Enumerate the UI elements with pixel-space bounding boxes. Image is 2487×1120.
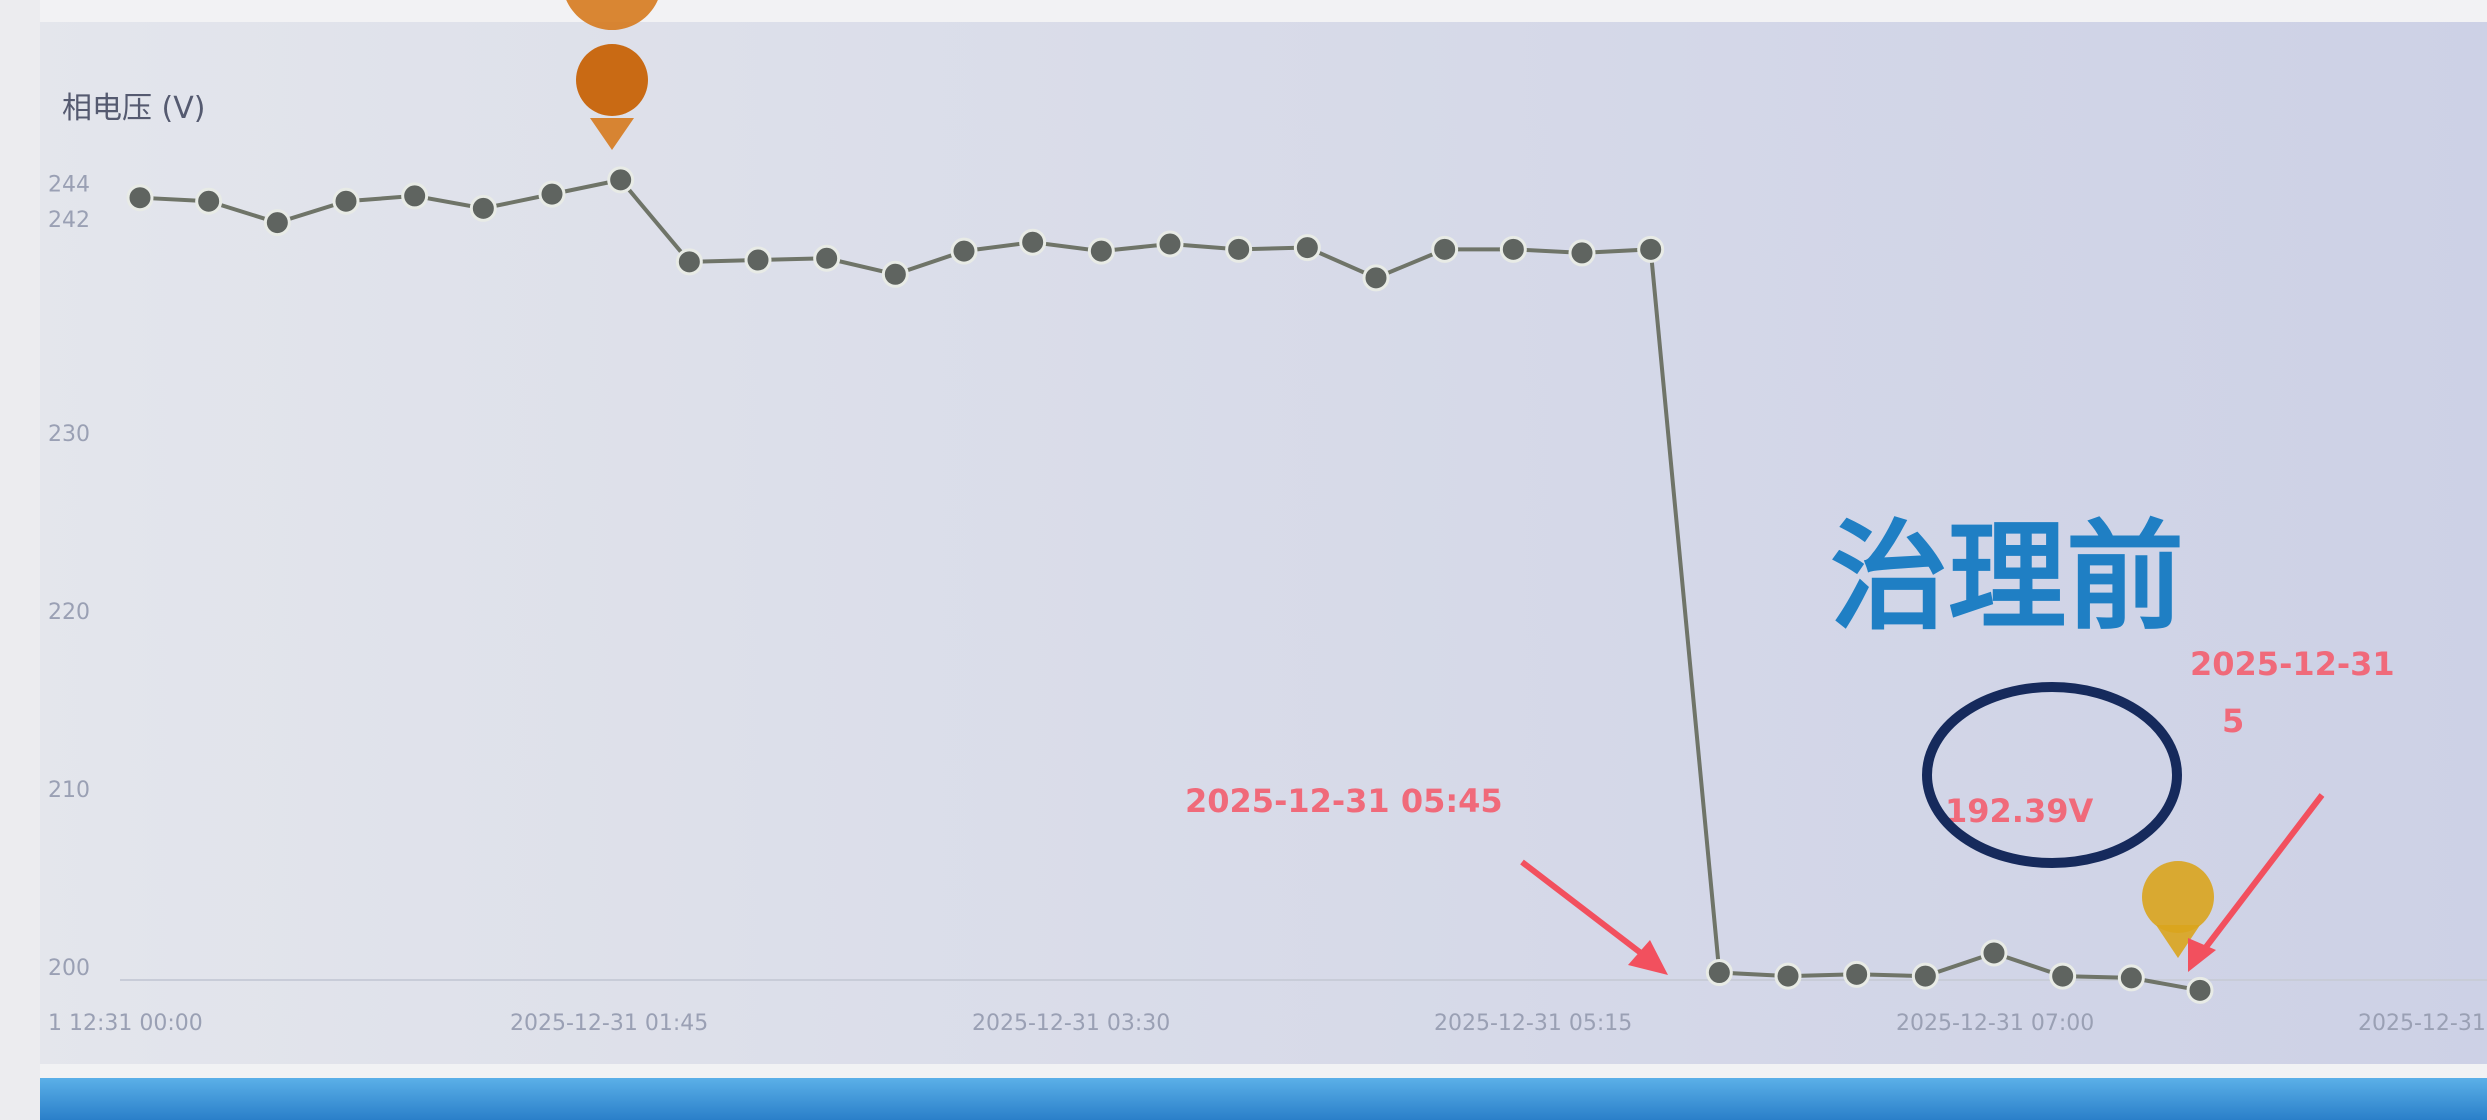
data-point[interactable] [1362, 264, 1390, 292]
series-group [126, 166, 2214, 1004]
min-marker-core [2142, 861, 2214, 933]
data-point[interactable] [1499, 235, 1527, 263]
data-point[interactable] [881, 260, 909, 288]
y-tick-label: 210 [48, 778, 90, 803]
min-marker-tail [2156, 925, 2200, 958]
data-point[interactable] [675, 248, 703, 276]
arrow-left [1520, 859, 1668, 975]
data-point[interactable] [1637, 235, 1665, 263]
highlight-ellipse [1922, 682, 2182, 868]
data-point[interactable] [1019, 228, 1047, 256]
max-marker-tail [590, 118, 634, 150]
data-point[interactable] [401, 182, 429, 210]
data-point[interactable] [744, 246, 772, 274]
x-tick-label: 1 12:31 00:00 [48, 1011, 203, 1036]
data-point[interactable] [2049, 962, 2077, 990]
max-marker-core [576, 44, 648, 116]
data-point[interactable] [1225, 235, 1253, 263]
arrow-right-head [2188, 938, 2216, 972]
data-point[interactable] [607, 166, 635, 194]
x-tick-label: 2025-12-31 01:45 [510, 1011, 708, 1036]
data-point[interactable] [1568, 239, 1596, 267]
x-tick-label: 2025-12-31 07:00 [1896, 1011, 2094, 1036]
data-point[interactable] [1087, 237, 1115, 265]
data-point[interactable] [1774, 962, 1802, 990]
bottom-taskbar [40, 1078, 2487, 1120]
data-point[interactable] [1293, 234, 1321, 262]
arrow-left-shaft [1520, 859, 1652, 963]
annotation-time-left: 2025-12-31 05:45 [1185, 782, 1503, 820]
min-marker [2142, 861, 2214, 958]
annotation-time-right: 2025-12-31 [2190, 645, 2395, 683]
y-axis-title: 相电压 (V) [62, 91, 205, 126]
max-marker [566, 0, 658, 150]
x-tick-label: 2025-12-31 05:15 [1434, 1011, 1632, 1036]
data-point[interactable] [195, 187, 223, 215]
data-point[interactable] [126, 184, 154, 212]
y-tick-label: 230 [48, 422, 90, 447]
data-point[interactable] [1431, 235, 1459, 263]
data-point[interactable] [1705, 959, 1733, 987]
data-point[interactable] [1980, 939, 2008, 967]
arrow-left-head [1628, 940, 1668, 975]
data-point[interactable] [1156, 230, 1184, 258]
x-tick-labels: 1 12:31 00:00 2025-12-31 01:45 2025-12-31 … [48, 1011, 2487, 1036]
data-point[interactable] [1843, 960, 1871, 988]
y-tick-label: 220 [48, 600, 90, 625]
y-tick-label: 200 [48, 956, 90, 981]
arrow-right [2188, 793, 2325, 972]
bottom-strip [40, 1064, 2487, 1078]
left-bezel [0, 0, 40, 1120]
data-point[interactable] [950, 237, 978, 265]
x-tick-label: 2025-12-31 03:30 [972, 1011, 1170, 1036]
annotation-time-right-suffix: 5 [2222, 702, 2244, 740]
data-point[interactable] [2117, 964, 2145, 992]
data-point[interactable] [332, 187, 360, 215]
data-point[interactable] [2186, 976, 2214, 1004]
y-tick-labels: 244 242 230 220 210 200 [48, 172, 90, 981]
y-tick-label: 242 [48, 208, 90, 233]
data-point[interactable] [1911, 962, 1939, 990]
data-point[interactable] [263, 209, 291, 237]
annotation-voltage-value: 192.39V [1945, 792, 2093, 830]
chart-title: 治理前 [1830, 508, 2184, 646]
max-marker-pin [566, 0, 658, 30]
y-tick-label: 244 [48, 172, 90, 197]
data-point[interactable] [813, 244, 841, 272]
data-point[interactable] [538, 180, 566, 208]
arrow-right-shaft [2197, 793, 2325, 957]
data-point[interactable] [469, 194, 497, 222]
x-tick-label: 2025-12-31 08:45 [2358, 1011, 2487, 1036]
